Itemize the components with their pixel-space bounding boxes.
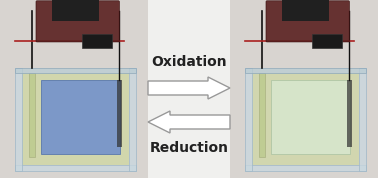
Bar xyxy=(15,68,22,171)
Bar xyxy=(259,73,265,157)
Bar xyxy=(22,73,129,165)
Bar xyxy=(29,73,35,157)
Bar xyxy=(271,80,350,154)
Bar xyxy=(245,68,366,73)
Bar xyxy=(245,68,252,171)
Bar xyxy=(282,0,329,21)
Bar xyxy=(0,0,148,178)
Bar xyxy=(359,68,366,171)
Bar xyxy=(15,68,136,73)
Bar xyxy=(252,73,359,165)
Bar xyxy=(148,0,230,178)
FancyBboxPatch shape xyxy=(266,1,349,42)
Polygon shape xyxy=(148,111,230,133)
Bar xyxy=(230,0,378,178)
Bar xyxy=(245,165,366,171)
Bar xyxy=(347,80,352,147)
Bar xyxy=(52,0,99,21)
Text: Oxidation: Oxidation xyxy=(151,55,227,69)
Text: Reduction: Reduction xyxy=(150,141,228,155)
Bar xyxy=(82,34,112,48)
Bar xyxy=(15,165,136,171)
Bar xyxy=(42,80,120,154)
Bar xyxy=(311,34,342,48)
Bar xyxy=(129,68,136,171)
Bar xyxy=(117,80,122,147)
FancyBboxPatch shape xyxy=(36,1,119,42)
Polygon shape xyxy=(148,77,230,99)
